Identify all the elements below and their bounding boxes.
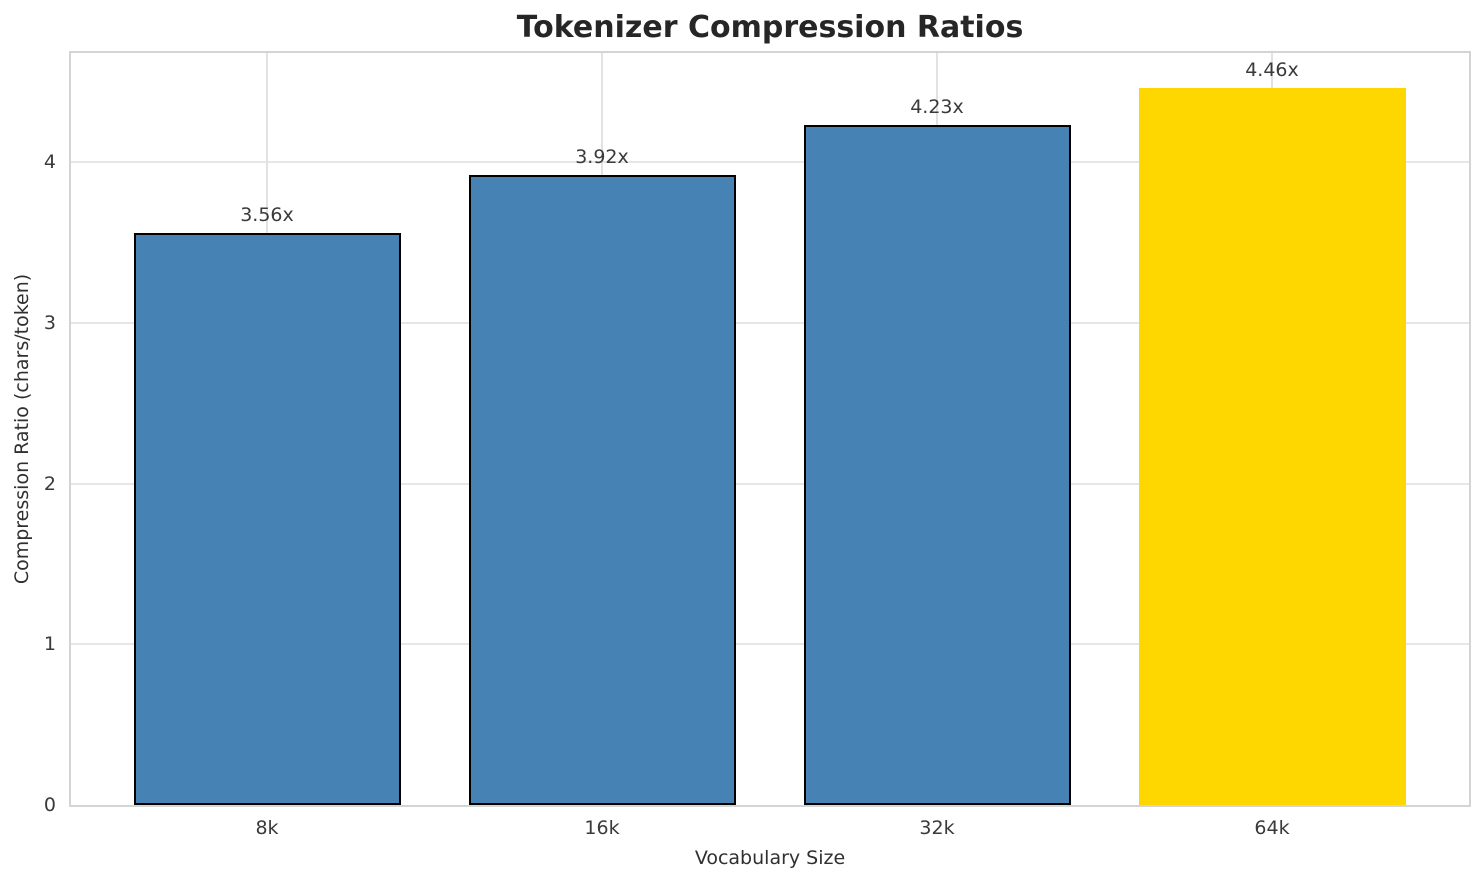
x-tick-label: 64k — [1254, 817, 1290, 839]
x-tick-label: 8k — [255, 817, 279, 839]
bar-value-label: 3.56x — [240, 203, 294, 226]
y-tick-label: 3 — [43, 311, 56, 334]
bar-value-label: 3.92x — [575, 146, 629, 169]
y-tick-label: 2 — [43, 472, 56, 495]
chart-title: Tokenizer Compression Ratios — [516, 10, 1024, 45]
bar-64k — [1138, 88, 1406, 805]
bar-16k — [468, 175, 736, 805]
y-tick-label: 0 — [43, 794, 56, 816]
x-tick-label: 16k — [584, 817, 620, 839]
gridline-horizontal — [71, 643, 1469, 646]
bar-32k — [803, 125, 1071, 805]
x-tick-label: 32k — [919, 817, 955, 839]
bar-8k — [133, 232, 401, 805]
x-axis-label: Vocabulary Size — [694, 847, 846, 869]
gridline-horizontal — [71, 482, 1469, 485]
gridline-horizontal — [71, 321, 1469, 324]
gridline-horizontal — [71, 161, 1469, 164]
plot-area: 3.56x 3.92x 4.23x 4.46x — [71, 53, 1469, 805]
y-tick-label: 4 — [43, 151, 56, 174]
bar-value-label: 4.23x — [910, 96, 964, 119]
bar-value-label: 4.46x — [1245, 59, 1299, 82]
y-axis-label: Compression Ratio (chars/token) — [11, 273, 33, 585]
y-tick-label: 1 — [43, 633, 56, 656]
